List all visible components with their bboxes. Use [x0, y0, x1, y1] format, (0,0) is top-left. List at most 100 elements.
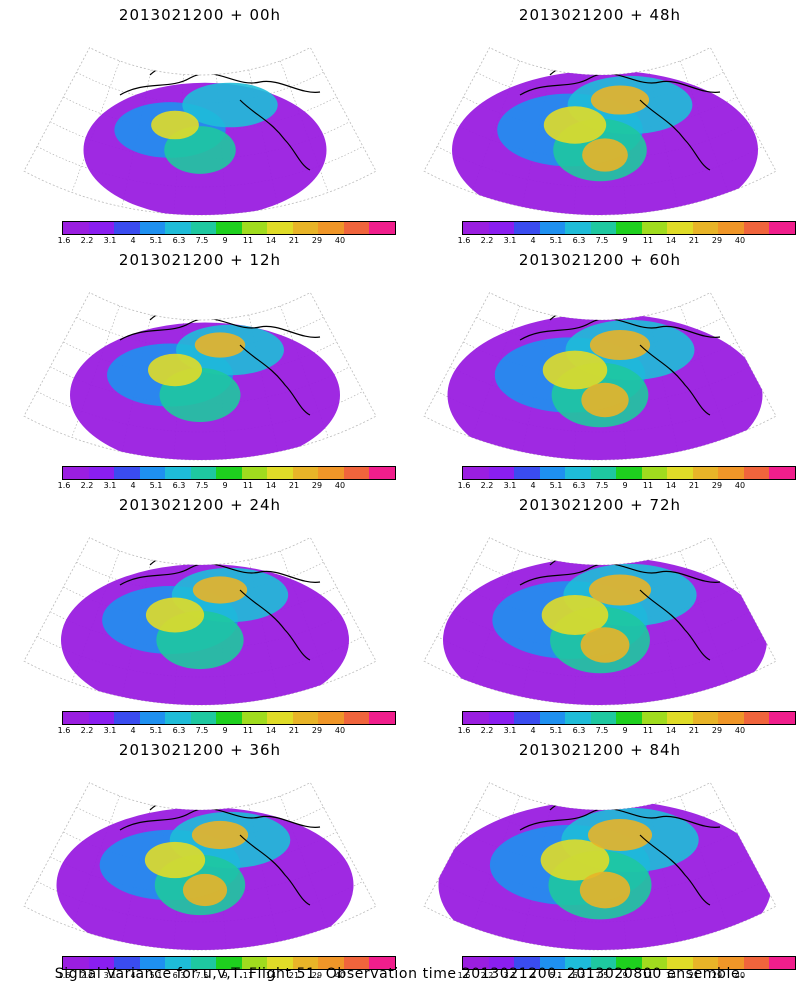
colorbar-tick-label: 3.1: [103, 726, 117, 735]
colorbar-tick-label: 7.5: [195, 971, 209, 980]
colorbar-tick-label: 4: [130, 726, 136, 735]
colorbar: [462, 711, 796, 725]
colorbar-swatch: [718, 957, 744, 969]
colorbar-tick-label: 29: [311, 726, 323, 735]
colorbar-tick-label: 4: [530, 481, 536, 490]
panel-title: 2013021200 + 84h: [518, 741, 682, 759]
colorbar-tick-label: 5.1: [549, 236, 563, 245]
colorbar-tick-label: 6.3: [572, 236, 586, 245]
colorbar-swatch: [539, 222, 565, 234]
colorbar-tick-label: 9: [622, 726, 628, 735]
colorbar-swatch: [616, 467, 642, 479]
colorbar-tick-label: 11: [242, 971, 254, 980]
colorbar-swatch: [692, 957, 718, 969]
colorbar-swatch: [616, 222, 642, 234]
colorbar-tick-label: 4: [130, 481, 136, 490]
colorbar-tick-label: 9: [622, 481, 628, 490]
colorbar: [62, 466, 396, 480]
map-panel: 2013021200 + 60h 1.6 2.2 3.1 4 5.1 6.3 7.5 9 11 14…: [400, 245, 800, 490]
colorbar-swatch: [63, 467, 89, 479]
colorbar: [62, 956, 396, 970]
colorbar-swatch: [743, 957, 769, 969]
colorbar-tick-label: 29: [711, 481, 723, 490]
colorbar-swatch: [63, 957, 89, 969]
colorbar-swatch: [769, 222, 795, 234]
colorbar-swatch: [667, 712, 693, 724]
variance-map: [23, 536, 377, 706]
colorbar-tick-label: 2.2: [480, 481, 494, 490]
colorbar-tick-label: 3.1: [103, 236, 117, 245]
colorbar-swatch: [692, 467, 718, 479]
colorbar-swatch: [139, 222, 165, 234]
colorbar-swatch: [514, 467, 540, 479]
colorbar-tick-label: 21: [688, 726, 700, 735]
colorbar-swatch: [565, 712, 591, 724]
colorbar: [62, 711, 396, 725]
colorbar-swatch: [267, 957, 293, 969]
panel-title: 2013021200 + 36h: [118, 741, 282, 759]
colorbar-tick-label: 2.2: [80, 236, 94, 245]
colorbar-swatch: [641, 712, 667, 724]
colorbar-swatch: [343, 957, 369, 969]
colorbar-tick-label: 2.2: [480, 726, 494, 735]
colorbar-tick-label: 29: [311, 481, 323, 490]
colorbar-tick-label: 9: [222, 481, 228, 490]
colorbar-tick-label: 1.6: [457, 236, 471, 245]
colorbar-swatch: [369, 957, 395, 969]
colorbar-swatch: [267, 467, 293, 479]
colorbar-tick-label: 11: [242, 726, 254, 735]
colorbar-swatch: [88, 957, 114, 969]
colorbar-tick-label: 3.1: [103, 481, 117, 490]
colorbar-tick-label: 1.6: [457, 971, 471, 980]
colorbar-tick-label: 6.3: [172, 971, 186, 980]
colorbar-tick-label: 4: [530, 971, 536, 980]
colorbar-tick-label: 5.1: [149, 236, 163, 245]
colorbar-tick-label: 40: [334, 971, 346, 980]
colorbar-tick-label: 2.2: [80, 726, 94, 735]
colorbar-swatch: [139, 957, 165, 969]
panel-title: 2013021200 + 24h: [118, 496, 282, 514]
colorbar-tick-label: 4: [130, 971, 136, 980]
colorbar-swatch: [292, 712, 318, 724]
colorbar-tick-label: 6.3: [572, 481, 586, 490]
colorbar-swatch: [743, 222, 769, 234]
colorbar-swatch: [463, 467, 489, 479]
colorbar-swatch: [565, 957, 591, 969]
colorbar-tick-label: 14: [665, 236, 677, 245]
colorbar-tick-label: 7.5: [595, 726, 609, 735]
colorbar-swatch: [343, 712, 369, 724]
colorbar-swatch: [241, 222, 267, 234]
colorbar-tick-label: 14: [265, 971, 277, 980]
colorbar-swatch: [514, 957, 540, 969]
map-panel: 2013021200 + 48h 1.6 2.2 3.1 4 5.1 6.3 7.5 9 11 14…: [400, 0, 800, 245]
colorbar-tick-label: 1.6: [457, 726, 471, 735]
colorbar-swatch: [692, 712, 718, 724]
colorbar-swatch: [718, 712, 744, 724]
figure-caption: Signal Variance for u,v,T. Flight 51. Ob…: [54, 966, 746, 982]
colorbar-swatch: [718, 222, 744, 234]
colorbar-swatch: [590, 712, 616, 724]
colorbar-swatch: [616, 712, 642, 724]
map-panel: 2013021200 + 72h 1.6 2.2 3.1 4 5.1 6.3 7.5 9 11 14…: [400, 490, 800, 735]
colorbar-tick-label: 2.2: [480, 236, 494, 245]
colorbar-swatch: [369, 467, 395, 479]
colorbar-tick-label: 2.2: [80, 971, 94, 980]
map-panel: 2013021200 + 00h 1.6 2.2 3.1 4 5.1 6.3 7.5 9 11 14…: [0, 0, 400, 245]
colorbar-tick-label: 9: [222, 726, 228, 735]
colorbar-swatch: [769, 712, 795, 724]
colorbar-swatch: [488, 712, 514, 724]
colorbar-swatch: [241, 467, 267, 479]
colorbar-ticks: 1.6 2.2 3.1 4 5.1 6.3 7.5 9 11 14 21 29 40: [458, 971, 794, 981]
colorbar-tick-label: 14: [265, 726, 277, 735]
colorbar-swatch: [190, 957, 216, 969]
colorbar-tick-label: 1.6: [57, 236, 71, 245]
colorbar-swatch: [667, 222, 693, 234]
colorbar-tick-label: 40: [734, 971, 746, 980]
colorbar-tick-label: 1.6: [57, 726, 71, 735]
colorbar-swatch: [292, 467, 318, 479]
panel-title: 2013021200 + 60h: [518, 251, 682, 269]
colorbar-ticks: 1.6 2.2 3.1 4 5.1 6.3 7.5 9 11 14 21 29 40: [58, 726, 394, 736]
colorbar-swatch: [769, 467, 795, 479]
colorbar-tick-label: 7.5: [195, 481, 209, 490]
colorbar-tick-label: 14: [665, 971, 677, 980]
